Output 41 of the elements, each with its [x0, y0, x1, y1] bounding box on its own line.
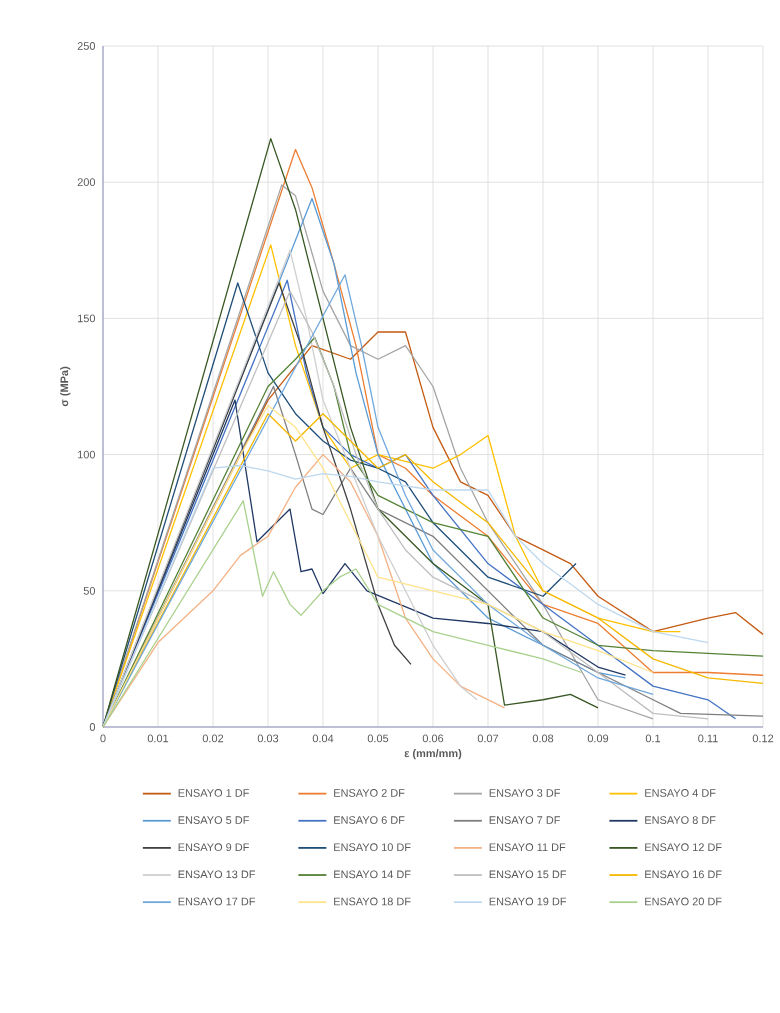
x-tick-label: 0.07 [477, 734, 499, 743]
y-tick-label: 150 [78, 314, 96, 323]
x-tick-label: 0.03 [257, 734, 279, 743]
legend-label: ENSAYO 4 DF [645, 789, 716, 797]
x-tick-label: 0.01 [147, 734, 169, 743]
legend-label: ENSAYO 6 DF [334, 816, 405, 824]
legend-label: ENSAYO 15 DF [489, 870, 567, 879]
legend-label: ENSAYO 2 DF [334, 789, 405, 797]
legend-label: ENSAYO 10 DF [334, 843, 411, 852]
y-tick-label: 100 [78, 450, 96, 459]
x-tick-label: 0 [100, 734, 106, 743]
y-axis-title: σ (MPa) [60, 366, 71, 407]
x-axis-title: ε (mm/mm) [404, 749, 462, 760]
x-tick-label: 0.04 [312, 734, 334, 743]
legend-label: ENSAYO 7 DF [489, 816, 560, 824]
x-tick-label: 0.09 [587, 734, 609, 743]
x-tick-label: 0.12 [752, 734, 774, 743]
legend-label: ENSAYO 5 DF [178, 816, 249, 824]
legend-label: ENSAYO 19 DF [489, 897, 567, 906]
y-tick-label: 50 [83, 586, 96, 595]
y-tick-label: 200 [77, 178, 96, 187]
x-tick-label: 0.05 [367, 734, 389, 743]
legend-label: ENSAYO 16 DF [645, 870, 722, 879]
y-tick-label: 0 [89, 723, 96, 731]
legend-label: ENSAYO 8 DF [645, 816, 716, 824]
legend-label: ENSAYO 13 DF [178, 870, 256, 879]
legend-label: ENSAYO 17 DF [178, 897, 256, 906]
legend-label: ENSAYO 12 DF [645, 843, 722, 852]
x-tick-label: 0.1 [645, 734, 661, 743]
legend-label: ENSAYO 14 DF [334, 870, 411, 879]
x-tick-label: 0.02 [202, 734, 224, 743]
x-tick-label: 0.11 [698, 734, 718, 743]
legend-label: ENSAYO 20 DF [645, 897, 722, 906]
legend-label: ENSAYO 3 DF [489, 789, 560, 797]
legend-label: ENSAYO 18 DF [334, 897, 411, 906]
x-tick-label: 0.06 [422, 734, 444, 743]
legend-label: ENSAYO 11 DF [489, 843, 566, 852]
legend-label: ENSAYO 1 DF [178, 789, 249, 797]
y-tick-label: 250 [77, 42, 96, 50]
x-tick-label: 0.08 [532, 734, 554, 743]
legend-label: ENSAYO 9 DF [178, 843, 249, 852]
